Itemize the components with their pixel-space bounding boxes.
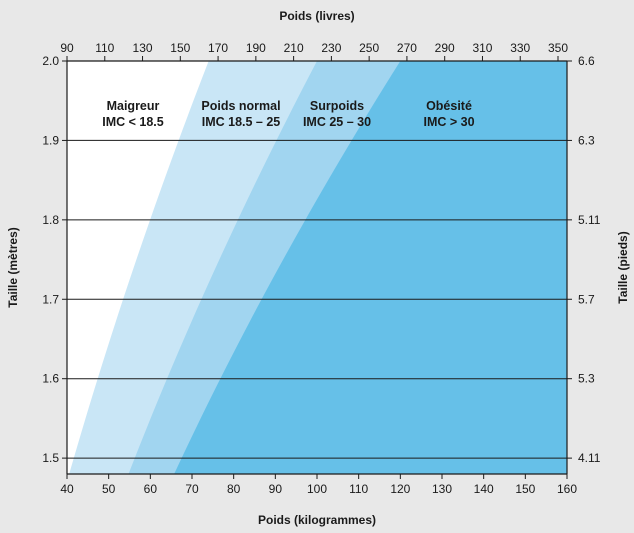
- x-bottom-axis-title: Poids (kilogrammes): [258, 513, 376, 527]
- x-top-tick-label: 330: [510, 41, 530, 55]
- x-bottom-tick-label: 40: [60, 482, 74, 496]
- x-bottom-tick-label: 70: [185, 482, 199, 496]
- y-right-tick-label: 4.11: [578, 451, 601, 465]
- y-left-tick-label: 1.8: [42, 213, 59, 227]
- y-left-tick-label: 1.7: [42, 292, 59, 306]
- x-bottom-tick-label: 50: [102, 482, 116, 496]
- x-top-tick-label: 230: [321, 41, 341, 55]
- y-left-tick-label: 1.5: [42, 451, 59, 465]
- zone-overweight-name: Surpoids: [310, 99, 364, 113]
- x-top-tick-label: 190: [246, 41, 266, 55]
- zones-group: [69, 61, 567, 474]
- zone-underweight-range: IMC < 18.5: [102, 115, 164, 129]
- x-bottom-tick-label: 80: [227, 482, 241, 496]
- zone-obese-area: [174, 61, 567, 474]
- y-right-tick-label: 5.7: [578, 292, 595, 306]
- x-top-tick-label: 250: [359, 41, 379, 55]
- x-top-tick-label: 130: [133, 41, 153, 55]
- x-bottom-tick-label: 60: [144, 482, 158, 496]
- x-bottom-tick-label: 120: [390, 482, 410, 496]
- x-top-tick-label: 150: [170, 41, 190, 55]
- x-top-tick-label: 110: [95, 41, 114, 55]
- x-top-tick-label: 90: [60, 41, 74, 55]
- zone-normal-range: IMC 18.5 – 25: [202, 115, 281, 129]
- x-top-tick-label: 210: [284, 41, 304, 55]
- zone-overweight-range: IMC 25 – 30: [303, 115, 371, 129]
- zone-underweight-name: Maigreur: [107, 99, 160, 113]
- y-right-tick-label: 6.6: [578, 54, 595, 68]
- x-bottom-tick-label: 100: [307, 482, 327, 496]
- y-left-tick-label: 1.6: [42, 372, 59, 386]
- x-top-axis-title: Poids (livres): [279, 9, 354, 23]
- zone-normal-name: Poids normal: [201, 99, 280, 113]
- x-top-tick-label: 350: [548, 41, 568, 55]
- x-bottom-tick-label: 160: [557, 482, 577, 496]
- y-right-tick-label: 5.3: [578, 372, 595, 386]
- x-bottom-tick-label: 130: [432, 482, 452, 496]
- y-left-tick-label: 1.9: [42, 133, 59, 147]
- y-left-tick-label: 2.0: [42, 54, 59, 68]
- x-bottom-tick-label: 90: [269, 482, 283, 496]
- x-bottom-tick-label: 150: [515, 482, 535, 496]
- y-right-tick-label: 6.3: [578, 133, 595, 147]
- x-bottom-tick-label: 140: [474, 482, 494, 496]
- zone-obese-range: IMC > 30: [423, 115, 474, 129]
- x-top-tick-label: 270: [397, 41, 417, 55]
- x-top-tick-label: 290: [435, 41, 455, 55]
- x-bottom-tick-label: 110: [349, 482, 368, 496]
- y-left-axis-title: Taille (mètres): [6, 227, 20, 307]
- x-top-tick-label: 310: [472, 41, 492, 55]
- y-right-axis-title: Taille (pieds): [616, 231, 630, 303]
- y-right-tick-label: 5.11: [578, 213, 601, 227]
- zone-obese-name: Obésité: [426, 99, 472, 113]
- x-top-tick-label: 170: [208, 41, 228, 55]
